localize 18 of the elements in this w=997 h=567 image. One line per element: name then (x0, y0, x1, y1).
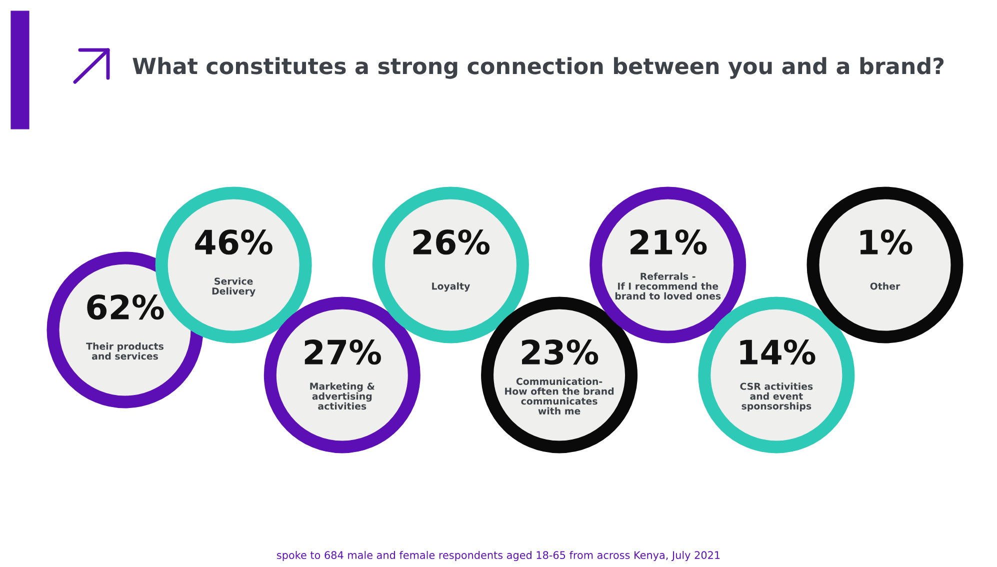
category-label: Service Delivery (212, 277, 256, 297)
data-label: 62% (87, 294, 164, 320)
category-label: Loyalty (432, 282, 470, 292)
data-label: 1% (860, 229, 912, 255)
category-label: Their products and services (86, 342, 164, 360)
data-label: 23% (522, 339, 598, 365)
data-label: 46% (195, 229, 272, 255)
category-label: Referrals - If I recommend the brand to loved ones (615, 272, 721, 300)
text: What constitutes a strong connection between you and a brand? (132, 57, 944, 79)
category-label: Marketing & advertising activities (310, 382, 375, 410)
data-label: 27% (304, 339, 381, 365)
category-label: CSR activities and event sponsorships (740, 382, 813, 412)
data-label: 14% (740, 339, 816, 365)
text: spoke to 684 male and female respondents aged 18-65 from across Kenya, July 2021 (277, 550, 720, 562)
category-label: Other (870, 282, 900, 290)
data-label: 21% (630, 229, 707, 255)
category-label: Communication- How often the brand communicates with me (505, 378, 614, 415)
data-label: 26% (413, 229, 490, 255)
